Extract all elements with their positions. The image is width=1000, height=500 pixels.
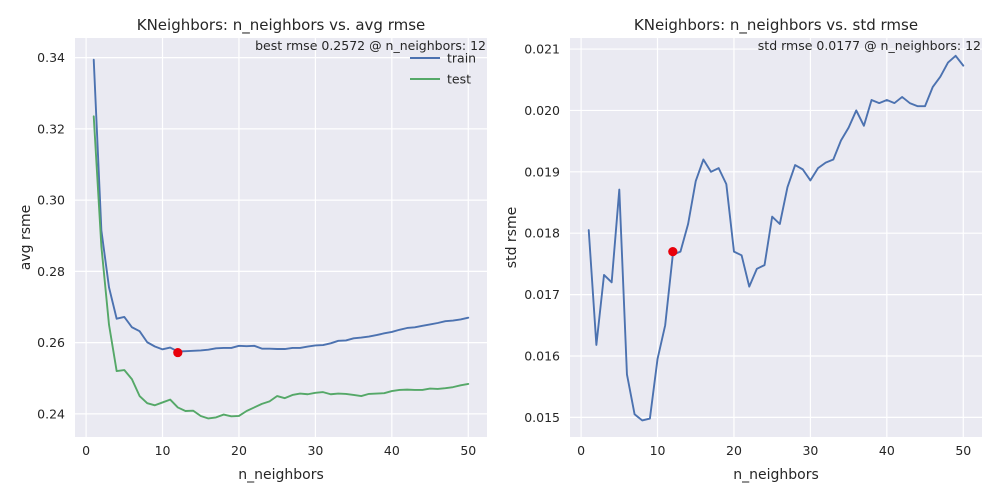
y-axis-label: avg rsme <box>18 205 34 271</box>
x-tick-label: 0 <box>82 443 90 458</box>
tick-labels: 0 10 20 30 40 50 0.24 0.26 0.28 0.30 0.32 0.34 <box>37 50 476 458</box>
tick-labels: 0 10 20 30 40 50 0.015 0.016 0.017 0.018 0.019 0.02… <box>524 42 971 458</box>
series-line-train <box>92 58 470 353</box>
x-tick-label: 20 <box>231 443 247 458</box>
gridlines <box>75 38 487 437</box>
y-tick-label: 0.26 <box>37 335 65 350</box>
y-tick-label: 0.020 <box>524 103 560 118</box>
x-tick-label: 50 <box>460 443 476 458</box>
y-tick-label: 0.019 <box>524 164 560 179</box>
y-tick-label: 0.30 <box>37 193 65 208</box>
best-point-marker <box>668 247 678 257</box>
y-tick-label: 0.28 <box>37 264 65 279</box>
series-layer <box>587 54 965 422</box>
y-tick-label: 0.017 <box>524 287 560 302</box>
plot-area <box>75 38 487 437</box>
std-rmse-annotation: std rmse 0.0177 @ n_neighbors: 12 <box>758 38 981 53</box>
x-tick-label: 30 <box>307 443 323 458</box>
chart-title: KNeighbors: n_neighbors vs. avg rmse <box>137 16 426 35</box>
series-line <box>587 54 965 422</box>
std-rmse-chart: 0 10 20 30 40 50 0.015 0.016 0.017 0.018 0.019 0.02… <box>504 16 982 483</box>
legend: train test <box>410 51 476 87</box>
x-tick-label: 10 <box>155 443 171 458</box>
y-axis-label: std rsme <box>504 207 520 268</box>
y-tick-label: 0.016 <box>524 348 560 363</box>
x-tick-label: 20 <box>726 443 742 458</box>
y-tick-label: 0.24 <box>37 406 65 421</box>
x-axis-label: n_neighbors <box>238 467 324 483</box>
best-point-marker <box>173 347 183 358</box>
x-tick-label: 40 <box>879 443 895 458</box>
y-tick-label: 0.018 <box>524 226 560 241</box>
y-tick-label: 0.015 <box>524 410 560 425</box>
legend-label-train: train <box>447 51 476 66</box>
x-tick-label: 30 <box>802 443 818 458</box>
x-tick-label: 10 <box>650 443 666 458</box>
plot-area <box>570 38 982 437</box>
y-tick-label: 0.34 <box>37 50 65 65</box>
legend-label-test: test <box>447 72 471 87</box>
x-tick-label: 40 <box>384 443 400 458</box>
series-line-test <box>92 115 470 420</box>
x-axis-label: n_neighbors <box>733 467 819 483</box>
y-tick-label: 0.021 <box>524 42 560 57</box>
x-tick-label: 0 <box>577 443 585 458</box>
chart-title: KNeighbors: n_neighbors vs. std rmse <box>634 16 918 35</box>
best-rmse-annotation: best rmse 0.2572 @ n_neighbors: 12 <box>255 38 486 53</box>
avg-rmse-chart: 0 10 20 30 40 50 0.24 0.26 0.28 0.30 0.32 0.34 KNei… <box>18 16 487 483</box>
x-tick-label: 50 <box>955 443 971 458</box>
series-layer <box>92 58 470 420</box>
y-tick-label: 0.32 <box>37 121 65 136</box>
